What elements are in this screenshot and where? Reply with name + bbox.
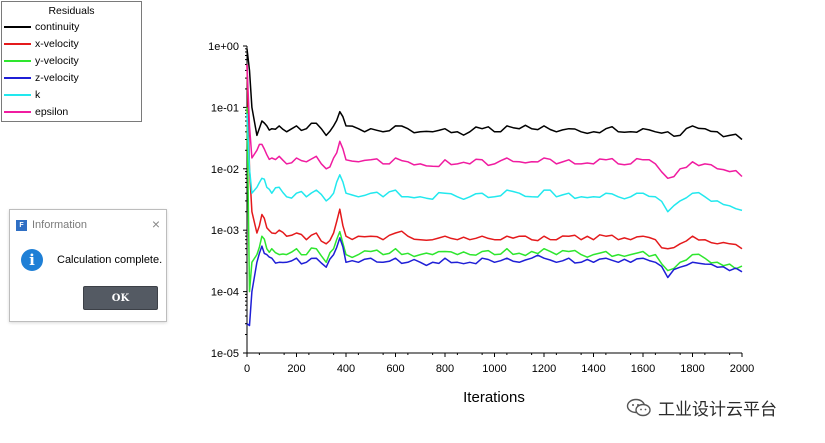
x-tick-label: 1400 <box>581 363 605 375</box>
legend-label: continuity <box>35 20 80 33</box>
legend-label: epsilon <box>35 105 69 118</box>
series-line-z-velocity <box>246 237 743 327</box>
legend-swatch <box>4 93 31 96</box>
y-tick-label: 1e-03 <box>211 225 239 237</box>
legend-swatch <box>4 110 31 113</box>
legend-title: Residuals <box>48 5 95 17</box>
x-tick-label: 200 <box>287 363 305 375</box>
y-tick-label: 1e+00 <box>208 41 239 53</box>
legend-swatch <box>4 42 31 45</box>
chart-series <box>246 48 743 327</box>
legend-label: y-velocity <box>35 54 79 67</box>
legend-label: x-velocity <box>35 37 79 50</box>
y-tick-label: 1e-01 <box>211 102 239 114</box>
x-tick-label: 1000 <box>482 363 506 375</box>
series-line-k <box>246 113 743 213</box>
legend-swatch <box>4 76 31 79</box>
info-icon: i <box>21 249 43 271</box>
series-line-y-velocity <box>246 107 743 293</box>
watermark-text: 工业设计云平台 <box>658 400 777 419</box>
watermark: 工业设计云平台 <box>626 395 777 420</box>
legend-item-k: k <box>2 86 141 103</box>
legend-item-continuity: continuity <box>2 18 141 35</box>
legend-label: z-velocity <box>35 71 79 84</box>
x-tick-label: 2000 <box>730 363 754 375</box>
dialog-message: Calculation complete. <box>57 254 163 266</box>
legend-item-y-velocity: y-velocity <box>2 52 141 69</box>
chart-axes: 1e+00 1e-01 1e-02 1e-03 1e-04 1e-05 0 200 400 600… <box>208 41 754 375</box>
legend-items: continuity x-velocity y-velocity z-velocity… <box>2 18 141 120</box>
app-icon: F <box>16 219 27 231</box>
x-tick-label: 1600 <box>631 363 655 375</box>
dialog-title: Information <box>32 219 88 231</box>
legend-item-x-velocity: x-velocity <box>2 35 141 52</box>
series-line-epsilon <box>246 64 743 180</box>
legend-label: k <box>35 88 41 101</box>
legend-swatch <box>4 59 31 62</box>
close-icon[interactable]: × <box>151 216 160 232</box>
x-tick-label: 800 <box>436 363 454 375</box>
dialog-titlebar[interactable]: F Information × <box>10 210 166 240</box>
information-dialog: F Information × i Calculation complete. … <box>9 209 167 322</box>
x-tick-label: 1200 <box>532 363 556 375</box>
ok-button[interactable]: OK <box>83 286 158 310</box>
legend: Residuals continuity x-velocity y-velocity… <box>1 1 142 122</box>
y-tick-label: 1e-04 <box>211 287 239 299</box>
legend-item-z-velocity: z-velocity <box>2 69 141 86</box>
series-line-x-velocity <box>246 64 743 250</box>
legend-swatch <box>4 25 31 28</box>
series-line-continuity <box>246 48 743 141</box>
legend-item-epsilon: epsilon <box>2 103 141 120</box>
y-tick-label: 1e-05 <box>211 348 239 360</box>
dialog-body: i Calculation complete. <box>10 240 166 280</box>
x-axis-label: Iterations <box>463 389 525 406</box>
wechat-icon <box>626 398 651 416</box>
x-tick-label: 1800 <box>680 363 704 375</box>
x-tick-label: 600 <box>386 363 404 375</box>
y-tick-label: 1e-02 <box>211 164 239 176</box>
x-tick-label: 400 <box>337 363 355 375</box>
x-tick-label: 0 <box>244 363 250 375</box>
